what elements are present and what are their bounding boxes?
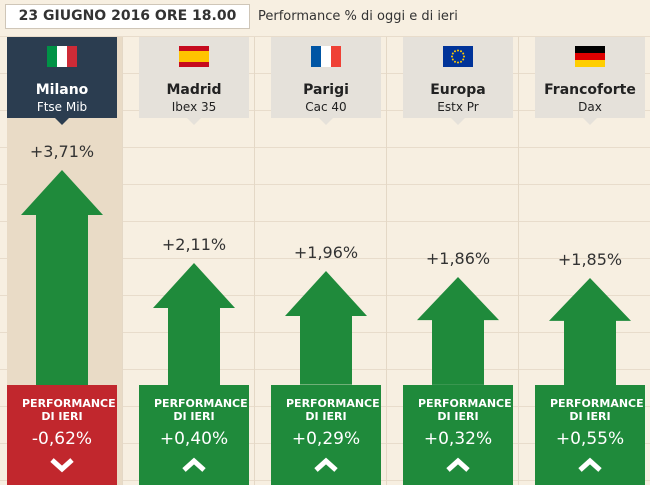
yesterday-value: +0,29%	[291, 429, 361, 449]
bar	[153, 262, 235, 385]
flag-star	[454, 60, 456, 63]
yesterday-label: PERFORMANCE DI IERI	[154, 397, 248, 423]
chevron	[182, 457, 206, 472]
flag-part	[575, 60, 605, 67]
yesterday-value: +0,32%	[423, 429, 493, 449]
index-name: Dax	[578, 100, 602, 114]
header-pointer	[583, 118, 597, 125]
flag-star	[463, 55, 465, 58]
chevron	[314, 457, 338, 472]
chevron-line	[578, 457, 602, 472]
city-name: Francoforte	[544, 82, 636, 98]
flag-part	[311, 46, 321, 67]
arrow-svg	[21, 169, 103, 385]
value-label: +3,71%	[29, 141, 95, 161]
column	[139, 37, 255, 485]
yesterday-box: PERFORMANCE DI IERI +0,40%	[139, 385, 249, 485]
city-name: Europa	[430, 82, 486, 98]
flag-part	[575, 53, 605, 60]
index-name: Cac 40	[305, 100, 347, 114]
flag-part	[321, 46, 331, 67]
flag-star	[451, 58, 454, 61]
header-pointer	[55, 118, 69, 125]
flag	[311, 46, 341, 125]
flag-part	[67, 46, 77, 67]
yesterday-value: +0,40%	[159, 429, 229, 449]
city-name: Madrid	[166, 82, 222, 98]
arrow-svg	[549, 277, 631, 385]
value-label: +1,96%	[293, 243, 359, 263]
flag-star	[454, 50, 456, 53]
flag-star	[451, 55, 453, 58]
flag-part	[575, 46, 605, 53]
yesterday-box: PERFORMANCE DI IERI -0,62%	[7, 385, 117, 485]
column-header: Europa Estx Pr	[403, 37, 513, 125]
flag-star	[457, 49, 459, 52]
index-name: Estx Pr	[437, 100, 479, 114]
column-header: Parigi Cac 40	[271, 37, 381, 125]
chart-subtitle: Performance % di oggi e di ieri	[258, 9, 458, 24]
header-pointer	[187, 118, 201, 125]
chevron-line	[50, 458, 74, 473]
flag-star	[462, 52, 465, 55]
column-header: Milano Ftse Mib	[7, 37, 117, 125]
flag-part	[331, 46, 341, 67]
bar	[21, 169, 103, 385]
chevron	[50, 458, 74, 473]
bar	[285, 271, 367, 385]
flag	[179, 46, 209, 125]
arrow-svg	[153, 262, 235, 385]
flag-star	[460, 60, 462, 63]
value-label: +1,85%	[557, 249, 623, 269]
yesterday-label: PERFORMANCE DI IERI	[22, 397, 116, 423]
value-label: +2,11%	[161, 234, 227, 254]
flag-star	[460, 50, 462, 53]
column	[403, 37, 519, 485]
flag	[575, 46, 605, 125]
flag-star	[451, 52, 454, 55]
flag-star	[462, 58, 465, 61]
arrow-svg	[417, 277, 499, 385]
city-name: Parigi	[303, 82, 349, 98]
flag-part	[443, 46, 473, 67]
column	[271, 37, 387, 485]
header-pointer	[451, 118, 465, 125]
yesterday-label: PERFORMANCE DI IERI	[550, 397, 644, 423]
flag-part	[47, 46, 57, 67]
chevron-line	[314, 457, 338, 472]
flag	[443, 46, 473, 125]
city-name: Milano	[35, 82, 89, 98]
arrow-svg	[285, 271, 367, 385]
chart-title: 23 GIUGNO 2016 ORE 18.00	[5, 4, 250, 29]
yesterday-box: PERFORMANCE DI IERI +0,29%	[271, 385, 381, 485]
column-header: Francoforte Dax	[535, 37, 645, 125]
chevron	[578, 457, 602, 472]
index-name: Ftse Mib	[36, 100, 88, 114]
yesterday-value: +0,55%	[555, 429, 625, 449]
yesterday-label: PERFORMANCE DI IERI	[286, 397, 380, 423]
chevron-line	[446, 457, 470, 472]
yesterday-value: -0,62%	[31, 429, 93, 449]
flag-part	[179, 51, 209, 62]
yesterday-label: PERFORMANCE DI IERI	[418, 397, 512, 423]
value-label: +1,86%	[425, 249, 491, 269]
column-header: Madrid Ibex 35	[139, 37, 249, 125]
chevron-line	[182, 457, 206, 472]
flag-star	[457, 61, 459, 64]
bar	[549, 277, 631, 385]
header-pointer	[319, 118, 333, 125]
flag-part	[57, 46, 67, 67]
yesterday-box: PERFORMANCE DI IERI +0,55%	[535, 385, 645, 485]
index-name: Ibex 35	[171, 100, 217, 114]
chevron	[446, 457, 470, 472]
bar	[417, 277, 499, 385]
flag	[47, 46, 77, 125]
yesterday-box: PERFORMANCE DI IERI +0,32%	[403, 385, 513, 485]
